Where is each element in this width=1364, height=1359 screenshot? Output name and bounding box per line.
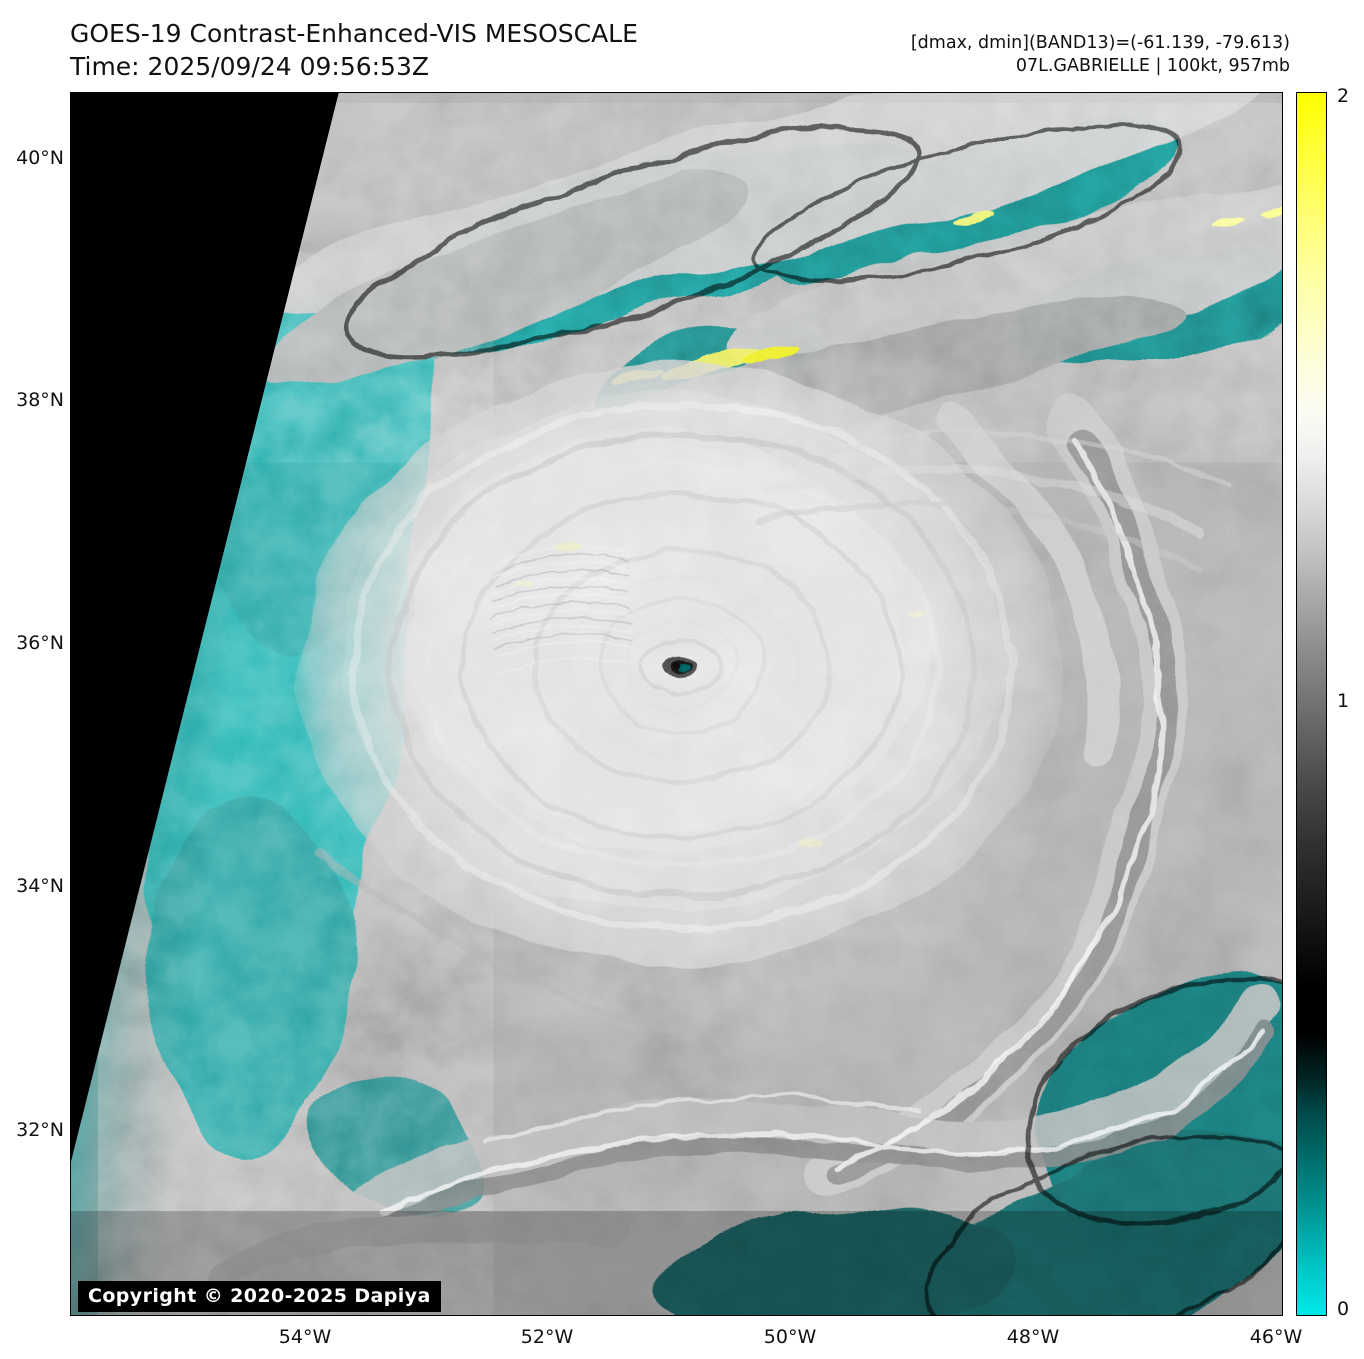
xtick-label: 48°W (1006, 1326, 1060, 1348)
satellite-image-panel (70, 92, 1283, 1316)
satellite-imagery (71, 93, 1282, 1315)
colorbar (1296, 92, 1327, 1316)
colorbar-tick-label: 2 (1337, 85, 1350, 107)
ytick-label: 38°N (16, 389, 64, 411)
xtick-label: 50°W (763, 1326, 817, 1348)
colorbar-tick-label: 0 (1337, 1298, 1350, 1320)
timestamp: Time: 2025/09/24 09:56:53Z (70, 51, 429, 81)
title-block: GOES-19 Contrast-Enhanced-VIS MESOSCALE … (70, 18, 638, 83)
ytick-label: 36°N (16, 632, 64, 654)
xtick-label: 52°W (520, 1326, 574, 1348)
copyright-label: Copyright © 2020-2025 Dapiya (78, 1281, 441, 1312)
xtick-label: 46°W (1249, 1326, 1303, 1348)
colorbar-tick-label: 1 (1337, 690, 1350, 712)
page-title: GOES-19 Contrast-Enhanced-VIS MESOSCALE (70, 19, 638, 48)
metadata-block: [dmax, dmin](BAND13)=(-61.139, -79.613) … (911, 32, 1290, 78)
ytick-label: 40°N (16, 147, 64, 169)
ytick-label: 34°N (16, 875, 64, 897)
xtick-label: 54°W (278, 1326, 332, 1348)
ytick-label: 32°N (16, 1119, 64, 1141)
dmax-dmin-label: [dmax, dmin](BAND13)=(-61.139, -79.613) (910, 33, 1290, 53)
storm-label: 07L.GABRIELLE | 100kt, 957mb (1015, 56, 1290, 77)
